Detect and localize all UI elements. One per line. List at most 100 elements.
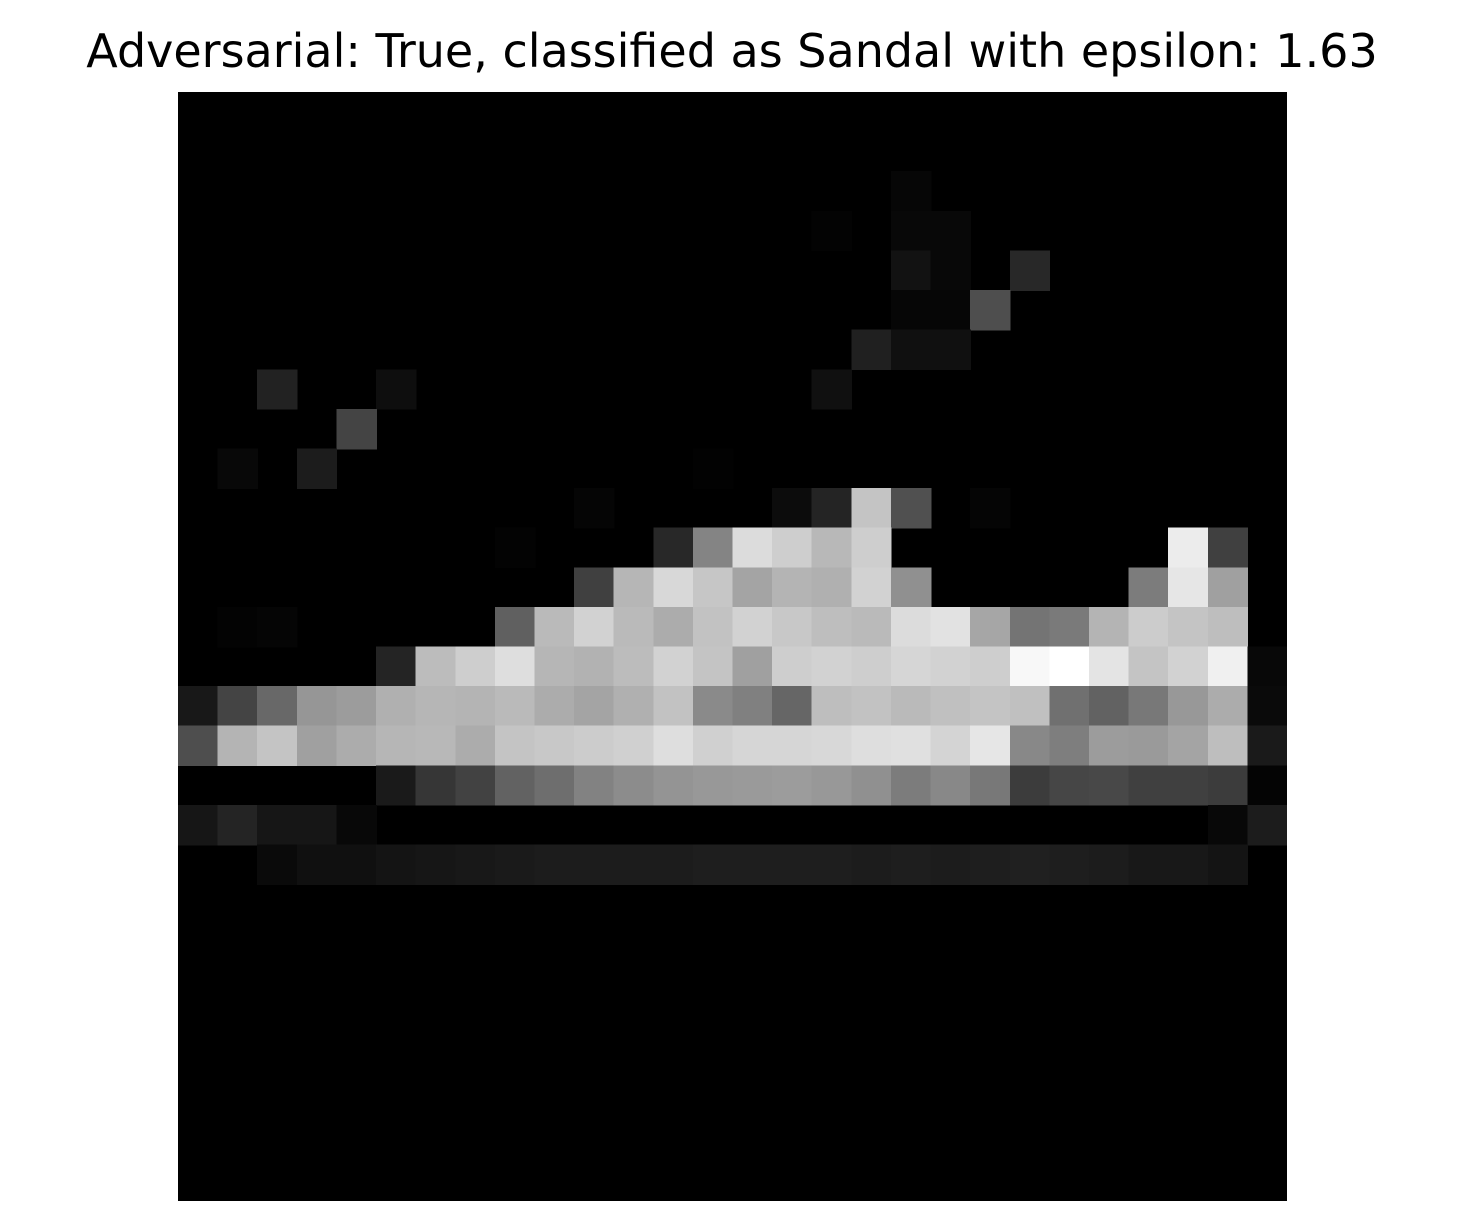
pixel [415,725,457,767]
pixel [930,250,971,291]
pixel [455,844,496,885]
pixel [296,725,338,767]
pixel [613,567,655,608]
pixel [1128,606,1169,648]
pixel [336,804,377,846]
pixel [455,686,496,727]
pixel [970,765,1011,806]
pixel [811,606,853,648]
pixel [970,686,1011,727]
pixel [376,369,417,410]
pixel [811,488,853,529]
pixel [455,646,496,687]
pixel [930,329,971,371]
pixel [1207,527,1249,569]
pixel [1128,686,1169,727]
pixel [1088,765,1130,806]
pixel [1009,725,1051,767]
pixel [1128,567,1169,608]
pixel [534,725,575,767]
pixel [653,725,694,767]
pixel [613,646,655,687]
pixel [1168,686,1209,727]
pixel [574,567,615,608]
pixel [930,765,971,806]
pixel [930,844,971,885]
pixel [1128,765,1169,806]
pixel [890,329,932,371]
pixel [1009,250,1051,291]
pixel [376,765,417,806]
pixel [534,686,575,727]
pixel [494,844,536,885]
pixel [494,606,536,648]
pixel [692,686,734,727]
pixel [574,488,615,529]
pixel [1168,567,1209,608]
pixel [692,448,734,489]
pixel [811,844,853,885]
pixel [970,844,1011,885]
pixel [1207,725,1249,767]
pixel [1009,606,1051,648]
pixel [178,686,219,727]
pixel [178,804,219,846]
pixel [970,646,1011,687]
pixel [613,844,655,885]
pixel [732,567,773,608]
pixel [336,844,377,885]
pixel [1207,606,1249,648]
pixel [732,725,773,767]
pixel [1247,765,1287,806]
pixel [1049,725,1090,767]
pixel [653,567,694,608]
pixel [1207,844,1249,885]
pixel [494,765,536,806]
pixel [1168,527,1209,569]
pixel [257,804,298,846]
pixel [811,686,853,727]
pixel [1247,686,1287,727]
pixel [257,725,298,767]
pixel [376,646,417,687]
pixel [574,646,615,687]
pixel [494,725,536,767]
pixel [534,765,575,806]
pixel [376,844,417,885]
pixel [1088,686,1130,727]
pixel [1088,646,1130,687]
pixel [851,765,892,806]
pixel [970,290,1011,331]
pixel [376,686,417,727]
pixel [296,448,338,489]
pixel [890,488,932,529]
pixel [930,646,971,687]
pixel [811,527,853,569]
pixel [692,765,734,806]
pixel [415,686,457,727]
pixel [613,686,655,727]
pixel [1207,646,1249,687]
pixel [811,369,853,410]
pixel [890,646,932,687]
pixel [772,646,813,687]
pixel [851,646,892,687]
pixel [772,725,813,767]
pixel [772,527,813,569]
pixel [574,765,615,806]
pixel [1207,567,1249,608]
pixel [1049,686,1090,727]
pixel [574,606,615,648]
pixel [257,369,298,410]
pixel [732,646,773,687]
grayscale-pixel-image [178,92,1287,1201]
pixel [1088,606,1130,648]
pixel [1247,804,1287,846]
pixel [772,686,813,727]
pixel [1128,646,1169,687]
pixel [732,686,773,727]
pixel [415,844,457,885]
pixel [574,686,615,727]
pixel [732,765,773,806]
pixel [296,686,338,727]
